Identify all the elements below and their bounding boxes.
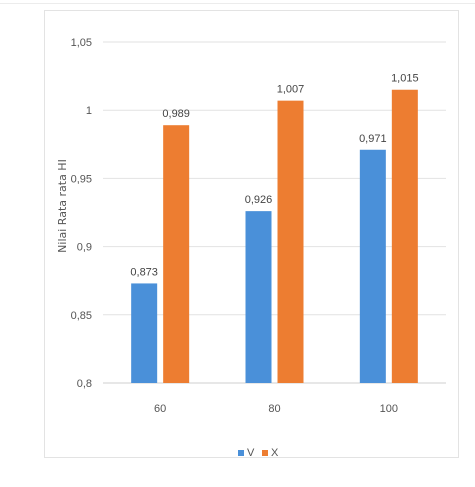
x-tick-label: 100 <box>380 403 398 415</box>
x-axis-ticks: 60 80 100 <box>154 403 398 415</box>
bar-x-80 <box>277 100 304 383</box>
top-divider <box>0 3 475 4</box>
y-tick-label: 0,95 <box>71 173 92 185</box>
bar-x-60 <box>163 125 190 383</box>
bar-v-100 <box>359 149 386 383</box>
legend-label-x: X <box>271 447 279 459</box>
y-tick-label: 0,85 <box>71 310 92 322</box>
legend-label-v: V <box>247 447 255 459</box>
bar-v-60 <box>131 283 158 383</box>
y-axis-label: Nilai Rata rata HI <box>56 159 69 253</box>
data-label: 0,873 <box>130 266 158 278</box>
x-tick-label: 60 <box>154 403 166 415</box>
y-axis-ticks: 0,8 0,85 0,9 0,95 1 1,05 <box>71 37 92 390</box>
legend-swatch-x <box>262 450 268 456</box>
data-label: 0,989 <box>162 108 190 120</box>
y-tick-label: 0,8 <box>77 378 92 390</box>
bar-v-80 <box>245 211 272 383</box>
bar-x-100 <box>391 89 418 384</box>
x-tick-label: 80 <box>268 403 280 415</box>
data-label: 0,971 <box>359 133 387 145</box>
bars <box>131 89 418 384</box>
legend-swatch-v <box>238 450 244 456</box>
data-label: 1,015 <box>391 73 419 85</box>
gridlines <box>103 41 446 384</box>
data-label: 0,926 <box>245 194 273 206</box>
data-labels: 0,873 0,989 0,926 1,007 0,971 1,015 <box>130 73 418 279</box>
y-tick-label: 0,9 <box>77 242 92 254</box>
y-tick-label: 1 <box>86 105 92 117</box>
y-tick-label: 1,05 <box>71 37 92 49</box>
data-label: 1,007 <box>277 84 305 96</box>
